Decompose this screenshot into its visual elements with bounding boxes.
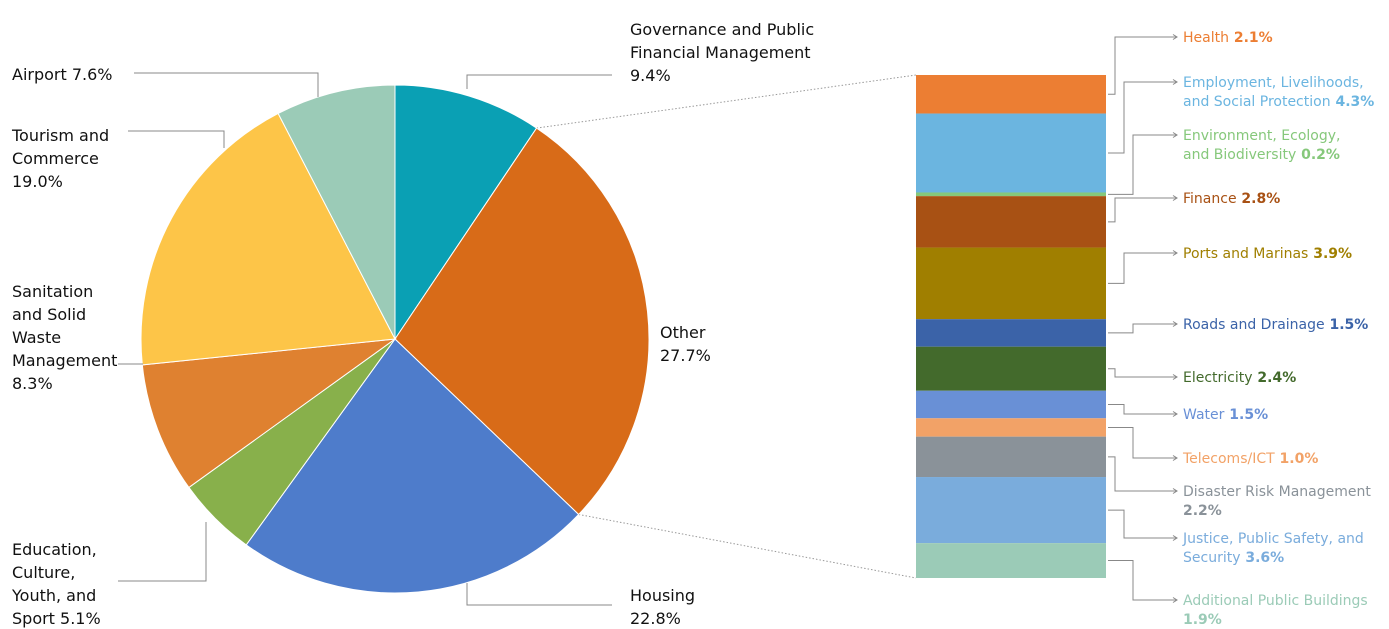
bar-segment [916,196,1106,248]
pie-slice [394,84,538,341]
pie-slice-label: Airport 7.6% [12,65,113,84]
bar-leader-arrow [1172,374,1178,380]
pie-slice [140,112,396,366]
bar-segment-label: Additional Public Buildings 1.9% [1183,593,1368,628]
pie-leader-line [128,130,225,148]
bar-segment [916,247,1106,320]
bar-segment-label: Justice, Public Safety, and Security 3.6% [1182,531,1364,566]
bar-segment-label: Water 1.5% [1183,407,1268,423]
bar-segment-label: Telecoms/ICT 1.0% [1182,451,1318,467]
leader-lines [536,74,917,579]
pie-slice-label: Other 27.7% [660,323,711,365]
bar-segment [916,436,1106,478]
pie-slice-label: Sanitation and Solid Waste Management 8.3% [12,282,117,393]
connector-line-bottom [578,513,917,579]
pie-slice-label: Governance and Public Financial Managemen… [630,20,814,85]
bar-leader-arrow [1172,250,1178,256]
pie-slice-label: Housing 22.8% [630,586,695,628]
bar-leader-line [1108,509,1177,539]
connector-line-top [536,74,917,129]
pie [140,84,650,594]
bar-labels: Health 2.1% Employment, Livelihoods, and S… [1108,30,1374,628]
pie-slice-label: Education, Culture, Youth, and Sport 5.1% [11,540,101,628]
bar-segment-label: Disaster Risk Management 2.2% [1183,484,1371,519]
pie-slice [277,84,396,340]
bar-segment-label: Roads and Drainage 1.5% [1183,317,1368,333]
bar-segment-label: Health 2.1% [1183,30,1273,46]
pie-slice-label: Tourism and Commerce 19.0% [11,126,109,191]
bar-leader-arrow [1172,455,1178,461]
pie-leader-line [466,583,612,606]
bar-leader-line [1108,81,1177,154]
bar-leader-line [1108,252,1177,284]
bar-leader-arrow [1172,411,1178,417]
bar-leader-arrow [1172,79,1178,85]
bar-segment-label: Ports and Marinas 3.9% [1183,246,1352,262]
bar-segment [916,75,1106,114]
bar-leader-arrow [1172,34,1178,40]
bar-leader-arrow [1172,132,1178,138]
bar-segment [916,319,1106,347]
bar-segment-label: Employment, Livelihoods, and Social Prote… [1183,75,1374,110]
bar-segment [916,418,1106,437]
bar-segment-label: Electricity 2.4% [1183,370,1296,386]
bar-leader-line [1108,368,1177,378]
bar-segment-label: Environment, Ecology, and Biodiversity 0.… [1183,128,1340,163]
pie-slice [141,338,397,489]
bar-segment [916,543,1106,578]
bar-segment [916,477,1106,544]
bar-leader-line [1108,323,1177,334]
bar-leader-arrow [1172,195,1178,201]
pie-leader-line [134,72,319,97]
bar-leader-arrow [1172,321,1178,327]
bar-segment [916,390,1106,419]
bar-segment-label: Finance 2.8% [1183,191,1280,207]
bar-segment [916,192,1106,197]
pie-slice [245,338,580,594]
bar-leader-line [1108,36,1177,95]
bar-leader-arrow [1172,535,1178,541]
breakdown-bar [916,75,1106,578]
bar-leader-line [1108,560,1177,601]
bar-leader-line [1108,426,1177,459]
pie-leader-line [118,522,207,582]
pie-slice [394,127,650,516]
bar-leader-line [1108,456,1177,492]
bar-leader-line [1108,197,1177,223]
pie-leader-line [466,74,612,89]
bar-leader-arrow [1172,597,1178,603]
bar-leader-arrow [1172,488,1178,494]
bar-leader-line [1108,404,1177,415]
bar-segment [916,113,1106,193]
bar-leader-line [1108,134,1177,195]
pie-labels: Governance and Public Financial Managemen… [11,20,814,628]
bar-segment [916,346,1106,391]
